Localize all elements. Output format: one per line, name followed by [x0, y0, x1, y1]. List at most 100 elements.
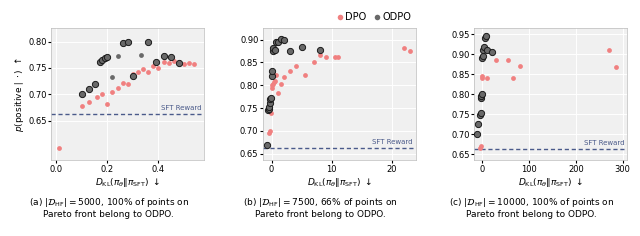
- Point: [266, 111, 276, 114]
- Point: [166, 55, 177, 59]
- Point: [477, 56, 488, 60]
- Point: [159, 54, 169, 58]
- Point: [472, 133, 482, 136]
- Point: [478, 55, 488, 58]
- Point: [264, 105, 275, 109]
- Point: [173, 60, 184, 63]
- Point: [482, 48, 492, 52]
- Point: [138, 67, 148, 71]
- Point: [492, 59, 502, 62]
- Point: [269, 48, 280, 52]
- Point: [296, 45, 307, 48]
- Y-axis label: $p(\mathrm{positive}\mid\cdot)\ \uparrow$: $p(\mathrm{positive}\mid\cdot)\ \uparrow…: [13, 57, 26, 132]
- Point: [476, 111, 486, 115]
- Point: [268, 82, 278, 86]
- Point: [123, 82, 133, 86]
- Point: [159, 60, 169, 63]
- Point: [477, 75, 488, 78]
- Point: [118, 41, 128, 44]
- Point: [278, 75, 289, 79]
- Point: [474, 113, 484, 117]
- Point: [264, 107, 274, 111]
- Point: [268, 49, 278, 53]
- Text: (b) $|\mathcal{D}_{\mathrm{HF}}| = 7500$, 66% of points on
Pareto front belong t: (b) $|\mathcal{D}_{\mathrm{HF}}| = 7500$…: [243, 196, 397, 219]
- Point: [508, 76, 518, 80]
- Point: [482, 76, 492, 80]
- Point: [503, 59, 513, 62]
- Point: [611, 65, 621, 69]
- X-axis label: $D_{\mathrm{KL}}(\pi_\theta\|\pi_{\mathrm{SFT}})\ \downarrow$: $D_{\mathrm{KL}}(\pi_\theta\|\pi_{\mathr…: [307, 177, 372, 190]
- Point: [477, 93, 487, 96]
- Point: [267, 83, 277, 87]
- Point: [268, 46, 278, 50]
- Point: [100, 57, 110, 60]
- Point: [266, 86, 276, 89]
- Point: [77, 93, 87, 96]
- Point: [179, 62, 189, 66]
- Point: [404, 49, 415, 53]
- Point: [278, 38, 289, 42]
- Point: [265, 101, 275, 105]
- Point: [314, 53, 324, 57]
- Point: [271, 40, 281, 44]
- Point: [168, 59, 179, 63]
- Point: [136, 53, 146, 57]
- Point: [275, 37, 285, 41]
- Point: [154, 66, 164, 70]
- Point: [102, 102, 113, 106]
- Point: [189, 62, 199, 66]
- Point: [478, 48, 488, 51]
- Point: [267, 69, 277, 73]
- Point: [97, 93, 108, 96]
- Point: [273, 40, 283, 44]
- Point: [476, 96, 486, 100]
- Point: [118, 81, 128, 85]
- Point: [84, 101, 95, 104]
- Point: [270, 79, 280, 83]
- Point: [475, 147, 485, 150]
- Text: (c) $|\mathcal{D}_{\mathrm{HF}}| = 10000$, 100% of points on
Pareto front belong: (c) $|\mathcal{D}_{\mathrm{HF}}| = 10000…: [449, 196, 614, 219]
- Text: SFT Reward: SFT Reward: [372, 139, 413, 145]
- Point: [113, 86, 123, 90]
- Text: (a) $|\mathcal{D}_{\mathrm{HF}}| = 5000$, 100% of points on
Pareto front belong : (a) $|\mathcal{D}_{\mathrm{HF}}| = 5000$…: [29, 196, 189, 219]
- Point: [285, 49, 295, 53]
- Point: [143, 70, 154, 74]
- Point: [77, 104, 87, 108]
- Point: [173, 61, 184, 65]
- Point: [164, 61, 174, 65]
- Point: [266, 74, 276, 78]
- X-axis label: $D_{\mathrm{KL}}(\pi_\theta\|\pi_{\mathrm{SFT}})\ \downarrow$: $D_{\mathrm{KL}}(\pi_\theta\|\pi_{\mathr…: [95, 177, 161, 190]
- Point: [133, 70, 143, 74]
- Point: [266, 97, 276, 101]
- Point: [481, 34, 492, 38]
- Point: [262, 143, 272, 146]
- Point: [486, 51, 497, 54]
- Point: [97, 58, 108, 62]
- Point: [473, 122, 483, 126]
- Point: [330, 55, 340, 59]
- Point: [143, 40, 154, 43]
- Point: [266, 96, 276, 100]
- Point: [90, 82, 100, 86]
- Point: [291, 64, 301, 68]
- Point: [479, 36, 490, 39]
- Point: [123, 40, 133, 43]
- Point: [300, 73, 310, 77]
- Point: [273, 92, 283, 95]
- Point: [84, 87, 95, 91]
- Point: [314, 48, 324, 52]
- Point: [269, 80, 279, 84]
- Point: [321, 55, 331, 59]
- Text: SFT Reward: SFT Reward: [584, 140, 624, 146]
- Point: [108, 90, 118, 94]
- Point: [54, 146, 64, 150]
- Point: [604, 48, 614, 52]
- Point: [102, 55, 113, 59]
- Point: [479, 45, 489, 49]
- Legend: DPO, ODPO: DPO, ODPO: [338, 12, 411, 22]
- Point: [92, 95, 102, 99]
- Point: [263, 109, 273, 112]
- Point: [151, 60, 161, 63]
- Point: [128, 74, 138, 78]
- Point: [399, 46, 409, 50]
